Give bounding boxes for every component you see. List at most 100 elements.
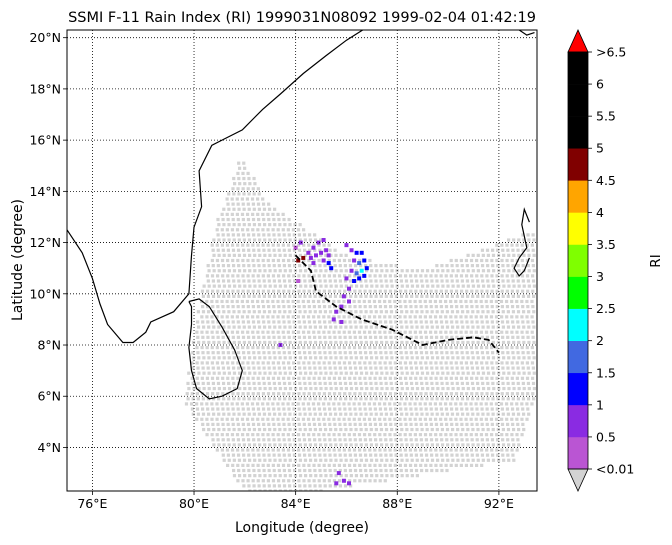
swath-point: [251, 228, 255, 232]
swath-point: [232, 207, 236, 211]
swath-point: [292, 438, 296, 442]
swath-point: [394, 407, 398, 411]
swath-point: [263, 356, 267, 360]
swath-point: [389, 335, 393, 339]
swath-point: [302, 258, 306, 263]
swath-point: [293, 474, 298, 478]
swath-point: [268, 489, 272, 491]
swath-point: [241, 171, 245, 176]
swath-point: [496, 397, 500, 401]
swath-point: [527, 386, 531, 391]
swath-point: [489, 330, 494, 334]
swath-point: [292, 407, 296, 411]
swath-point: [338, 351, 342, 355]
swath-point: [418, 315, 422, 319]
swath-point: [322, 330, 326, 334]
swath-point: [531, 381, 536, 386]
swath-point: [205, 376, 210, 380]
swath-point: [253, 269, 257, 273]
swath-point: [354, 458, 358, 462]
swath-point: [450, 427, 455, 432]
swath-point: [394, 381, 398, 386]
swath-point: [298, 397, 302, 401]
swath-point: [484, 299, 488, 304]
swath-point: [454, 274, 459, 278]
swath-point: [282, 274, 286, 278]
swath-point: [343, 335, 347, 339]
swath-point: [491, 443, 495, 447]
swath-point: [332, 299, 336, 304]
swath-point: [251, 289, 255, 293]
swath-point: [251, 433, 255, 437]
swath-point: [373, 422, 378, 427]
swath-point: [318, 412, 322, 416]
swath-point: [384, 264, 388, 268]
rain-point: [354, 271, 359, 276]
swath-point: [252, 366, 256, 370]
swath-point: [455, 366, 459, 370]
swath-point: [363, 335, 368, 339]
swath-point: [465, 305, 469, 309]
swath-point: [455, 320, 459, 324]
swath-point: [490, 448, 494, 452]
swath-point: [337, 274, 342, 278]
swath-point: [186, 397, 190, 401]
swath-point: [221, 407, 225, 411]
swath-point: [277, 453, 281, 457]
swath-point: [389, 305, 393, 309]
swath-point: [277, 305, 281, 309]
swath-point: [312, 422, 317, 427]
swath-point: [404, 453, 408, 457]
swath-point: [375, 284, 379, 288]
colorbar-segment: [568, 180, 588, 213]
swath-point: [291, 315, 295, 319]
colorbar-tick-label: 1: [596, 397, 604, 412]
swath-point: [414, 468, 419, 473]
swath-point: [481, 397, 485, 401]
swath-point: [216, 289, 220, 293]
swath-point: [231, 233, 235, 237]
swath-point: [464, 448, 468, 452]
swath-point: [456, 356, 460, 360]
swath-point: [247, 294, 251, 298]
swath-point: [297, 335, 301, 339]
swath-point: [235, 433, 240, 437]
swath-point: [257, 397, 261, 401]
swath-point: [506, 279, 510, 283]
swath-point: [322, 289, 327, 293]
swath-point: [337, 330, 341, 334]
swath-point: [395, 340, 399, 345]
swath-point: [429, 345, 433, 350]
swath-point: [329, 386, 333, 391]
swath-point: [327, 433, 331, 437]
swath-point: [256, 402, 260, 406]
swath-point: [210, 299, 214, 304]
swath-point: [312, 305, 316, 309]
swath-point: [242, 310, 246, 314]
swath-point: [520, 258, 524, 263]
swath-point: [494, 299, 499, 304]
swath-point: [247, 279, 251, 283]
swath-point: [337, 345, 341, 350]
swath-point: [378, 433, 382, 437]
swath-point: [367, 402, 371, 406]
swath-point: [323, 264, 327, 268]
swath-point: [302, 274, 306, 278]
swath-point: [246, 376, 250, 380]
swath-point: [490, 320, 494, 324]
swath-point: [445, 453, 449, 457]
swath-point: [425, 356, 430, 360]
swath-point: [210, 315, 214, 319]
swath-point: [215, 433, 219, 437]
swath-point: [420, 356, 424, 360]
swath-point: [394, 305, 398, 309]
sri-lanka-coastline: [188, 298, 243, 400]
swath-point: [324, 253, 328, 257]
swath-point: [449, 330, 453, 334]
swath-point: [364, 269, 369, 273]
swath-point: [298, 264, 302, 268]
swath-point: [368, 274, 372, 278]
swath-point: [276, 402, 280, 406]
swath-point: [506, 453, 510, 457]
swath-point: [466, 458, 470, 462]
